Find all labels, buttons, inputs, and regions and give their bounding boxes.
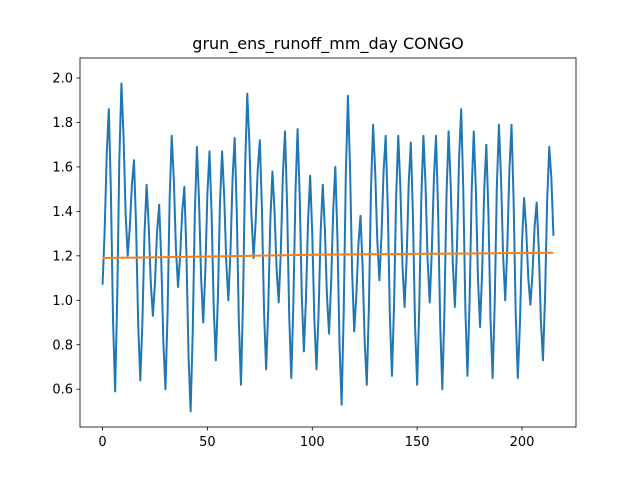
x-tick-label: 100 (300, 435, 325, 450)
y-tick-label: 0.6 (52, 383, 73, 398)
x-tick-label: 50 (199, 435, 216, 450)
y-tick-label: 0.8 (52, 338, 73, 353)
y-tick-label: 1.0 (52, 294, 73, 309)
y-tick-label: 1.2 (52, 249, 73, 264)
y-tick-label: 1.4 (52, 205, 73, 220)
x-tick-label: 150 (405, 435, 430, 450)
y-tick-label: 1.6 (52, 160, 73, 175)
y-tick-label: 1.8 (52, 116, 73, 131)
data-line (102, 251, 554, 260)
y-tick-label: 2.0 (52, 72, 73, 87)
axes-frame (79, 57, 577, 428)
x-tick-label: 0 (98, 435, 106, 450)
x-tick-label: 200 (510, 435, 535, 450)
data-line (101, 82, 555, 413)
chart-title: grun_ens_runoff_mm_day CONGO (192, 34, 463, 54)
